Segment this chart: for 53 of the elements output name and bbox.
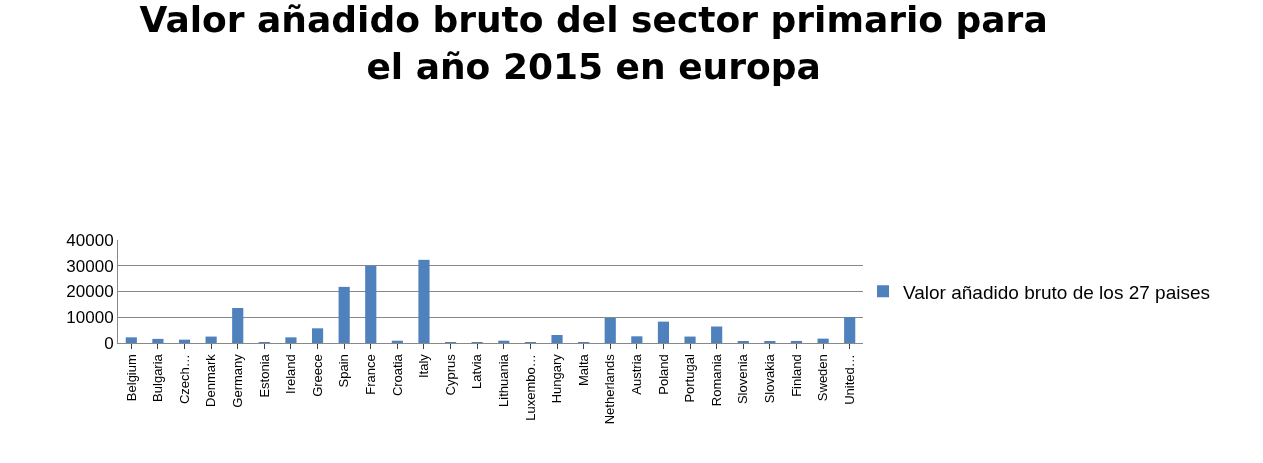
bar: [657, 321, 670, 343]
bar: [631, 336, 643, 343]
y-tick-label: 40000: [66, 230, 114, 250]
bar: [604, 318, 616, 343]
x-tick-label: Romania: [708, 353, 724, 407]
y-tick-label: 10000: [66, 308, 114, 328]
x-tick-label: Ireland: [283, 354, 299, 394]
x-tick-label: Lithuania: [496, 353, 512, 407]
bar: [418, 259, 430, 343]
bar: [205, 336, 217, 343]
bar: [844, 316, 856, 343]
bar: [790, 340, 803, 343]
x-tick-label: Denmark: [203, 353, 219, 407]
x-tick-label: Poland: [655, 354, 671, 395]
x-tick-label: Hungary: [549, 353, 565, 404]
x-tick-label: Bulgaria: [150, 353, 166, 402]
x-tick-label: Malta: [575, 353, 591, 386]
bar: [551, 335, 563, 343]
x-tick-label: France: [362, 354, 378, 395]
legend-label: Valor añadido bruto de los 27 paises: [903, 281, 1211, 303]
x-tick-label: Germany: [229, 353, 245, 408]
y-tick-label: 30000: [66, 256, 114, 276]
x-tick-label: United…: [841, 354, 857, 405]
x-tick-label: Sweden: [815, 354, 831, 402]
bar: [285, 337, 297, 343]
bar: [817, 338, 829, 343]
bar: [365, 265, 377, 343]
x-tick-label: Italy: [416, 353, 432, 379]
x-tick-label: Portugal: [682, 354, 698, 403]
x-tick-label: Slovakia: [762, 353, 778, 404]
x-tick-label: Netherlands: [602, 353, 618, 425]
y-tick-label: 0: [104, 333, 114, 353]
x-tick-label: Czech…: [176, 354, 192, 405]
bar: [152, 338, 164, 343]
x-tick-label: Finland: [788, 354, 804, 397]
x-tick-label: Slovenia: [735, 353, 751, 405]
x-tick-label: Luxembo…: [522, 354, 538, 421]
y-tick-label: 20000: [66, 282, 114, 302]
x-tick-label: Austria: [629, 353, 645, 395]
x-tick-label: Croatia: [389, 353, 405, 397]
x-tick-label: Estonia: [256, 353, 272, 398]
bar: [311, 328, 324, 343]
bar: [125, 337, 137, 343]
x-tick-label: Greece: [309, 354, 325, 397]
x-tick-label: Belgium: [123, 354, 139, 402]
x-tick-label: Cyprus: [442, 353, 458, 396]
bar: [684, 336, 696, 343]
bar: [338, 286, 350, 343]
x-tick-label: Spain: [336, 354, 352, 388]
chart-title: Valor añadido bruto del sector primario para el año 2015 en europa: [139, 0, 1048, 88]
x-tick-label: Latvia: [469, 353, 485, 389]
bar: [711, 326, 723, 343]
bar: [232, 307, 244, 343]
